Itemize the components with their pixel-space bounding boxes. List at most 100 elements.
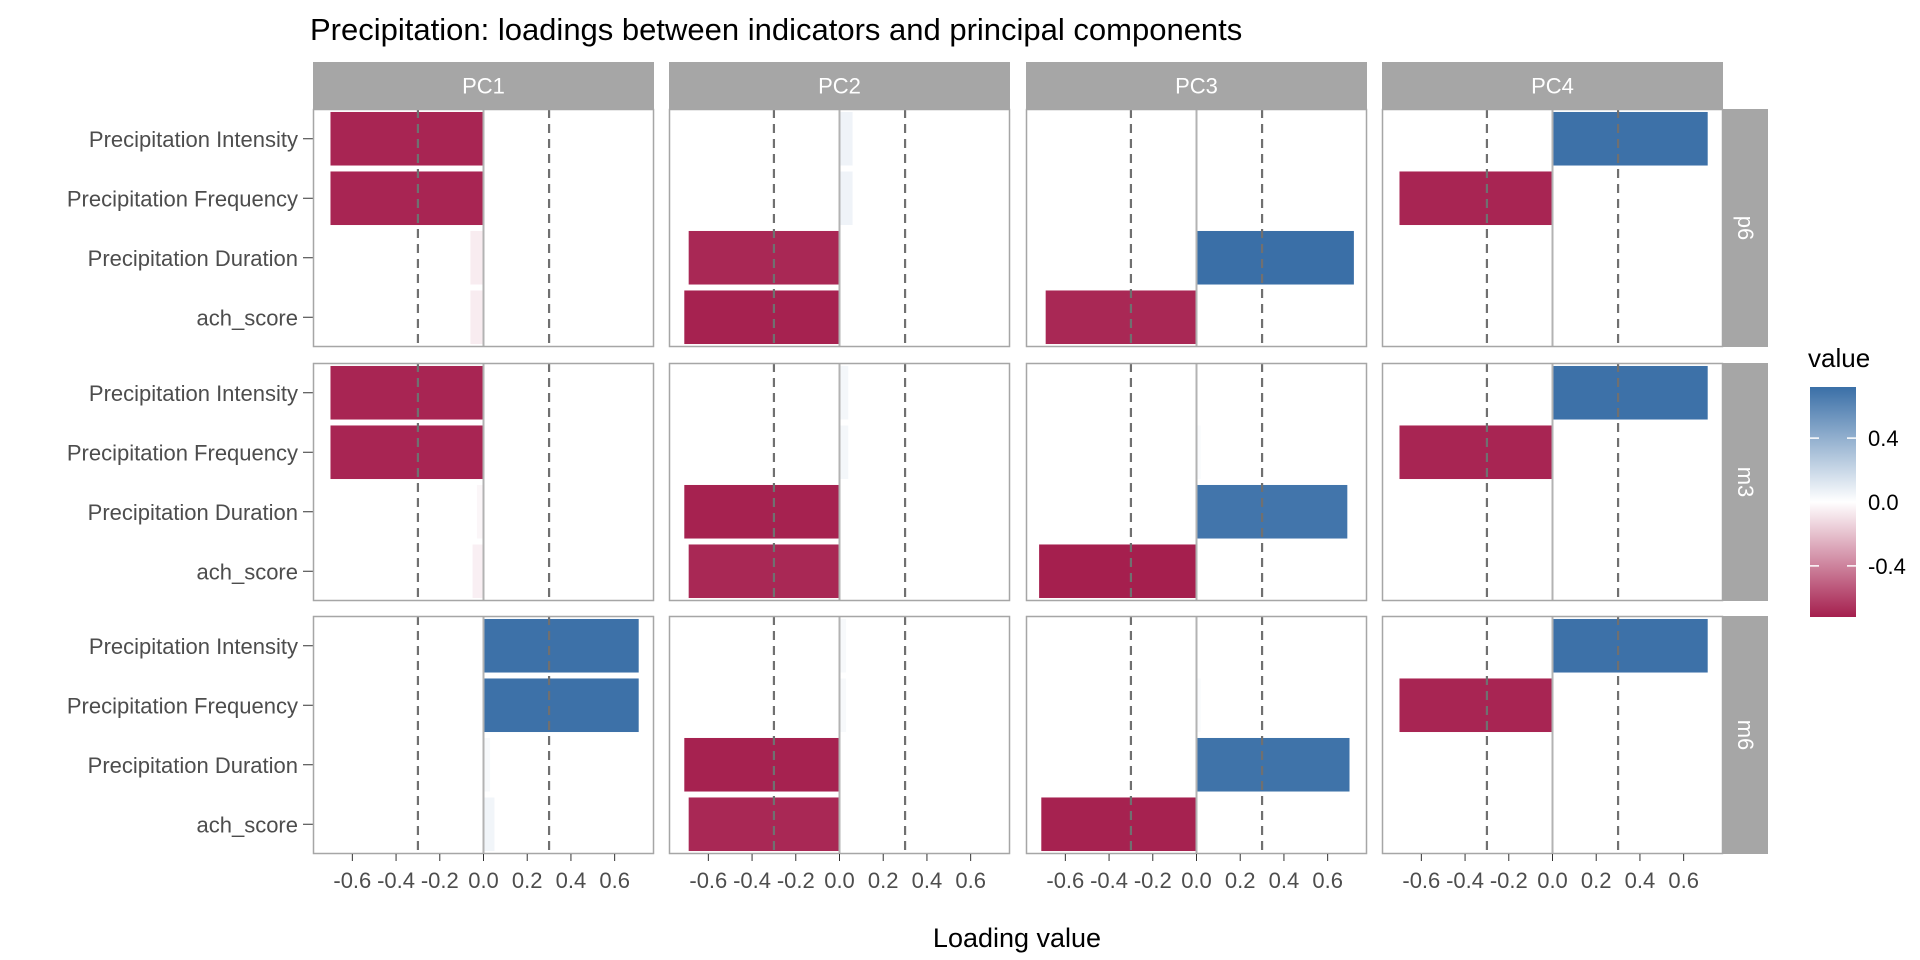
legend-title: value (1808, 343, 1870, 373)
facet-strip-label: PC3 (1175, 74, 1218, 99)
panel-p6-pc4 (1381, 108, 1724, 348)
legend-tick-label: 0.0 (1868, 490, 1899, 515)
panel-m3-pc3 (1025, 362, 1368, 602)
panel-p6-pc1 (312, 108, 655, 348)
bar (839, 618, 847, 673)
panel-m6-pc3 (1025, 615, 1368, 855)
legend-tick-label: -0.4 (1868, 554, 1906, 579)
bar (688, 797, 840, 852)
bar (1041, 797, 1197, 852)
bar (330, 171, 484, 226)
bar (1196, 678, 1201, 733)
bar (1552, 618, 1708, 673)
x-tick-label: 0.2 (1581, 868, 1612, 893)
x-tick-label: -0.4 (733, 868, 771, 893)
bar (688, 230, 840, 285)
x-tick-label: 0.2 (868, 868, 899, 893)
panel-border (1381, 108, 1724, 348)
bar (684, 737, 840, 792)
x-tick-label: -0.4 (1446, 868, 1484, 893)
chart-title: Precipitation: loadings between indicato… (310, 12, 1242, 47)
panel-border (668, 108, 1011, 348)
facet-strip-label: PC2 (818, 74, 861, 99)
bar (483, 737, 491, 792)
x-tick-label: 0.4 (556, 868, 587, 893)
panel-m6-pc4 (1381, 615, 1724, 855)
panel-m3-pc1 (312, 362, 655, 602)
x-tick-label: -0.2 (1134, 868, 1172, 893)
bar (1552, 111, 1708, 166)
x-tick-label: 0.6 (955, 868, 986, 893)
y-tick-label: Precipitation Duration (88, 246, 298, 271)
y-tick-label: ach_score (196, 812, 298, 837)
bar (1399, 171, 1553, 226)
x-tick-label: 0.4 (1625, 868, 1656, 893)
panel-p6-pc3 (1025, 108, 1368, 348)
panel-border (1025, 615, 1368, 855)
panel-border (668, 362, 1011, 602)
x-tick-label: -0.4 (1090, 868, 1128, 893)
facet-strip-label: PC1 (462, 74, 505, 99)
panel-m6-pc1 (312, 615, 655, 855)
y-tick-label: ach_score (196, 559, 298, 584)
bar (1196, 484, 1348, 539)
panel-border (668, 615, 1011, 855)
x-tick-label: -0.2 (421, 868, 459, 893)
x-tick-label: -0.2 (1490, 868, 1528, 893)
x-tick-label: 0.0 (1537, 868, 1568, 893)
bar (1399, 678, 1553, 733)
x-tick-label: -0.6 (1402, 868, 1440, 893)
x-tick-label: -0.6 (689, 868, 727, 893)
panel-border (1025, 362, 1368, 602)
bar (839, 425, 849, 480)
bar (1552, 365, 1708, 420)
y-tick-label: Precipitation Intensity (89, 381, 298, 406)
y-tick-label: Precipitation Intensity (89, 634, 298, 659)
facet-row-strip-p6 (1723, 109, 1768, 347)
bar (483, 618, 639, 673)
bar (684, 484, 840, 539)
bar (1196, 230, 1354, 285)
bar (1039, 544, 1197, 599)
y-tick-label: Precipitation Intensity (89, 127, 298, 152)
y-tick-label: Precipitation Duration (88, 500, 298, 525)
facet-row-label: m6 (1733, 720, 1758, 751)
y-tick-label: ach_score (196, 305, 298, 330)
x-tick-label: -0.6 (333, 868, 371, 893)
bar (330, 365, 484, 420)
x-tick-label: 0.4 (912, 868, 943, 893)
panel-border (312, 362, 655, 602)
facet-row-strip-m3 (1723, 363, 1768, 601)
facet-strip-pc2 (669, 62, 1010, 109)
x-tick-label: 0.0 (1181, 868, 1212, 893)
y-tick-label: Precipitation Frequency (67, 440, 298, 465)
panel-border (1381, 615, 1724, 855)
bar (1399, 425, 1553, 480)
bar (688, 544, 840, 599)
x-tick-label: 0.2 (512, 868, 543, 893)
bar (1045, 290, 1197, 345)
panel-m3-pc4 (1381, 362, 1724, 602)
panel-m6-pc2 (668, 615, 1011, 855)
x-tick-label: 0.6 (1668, 868, 1699, 893)
bar (483, 678, 639, 733)
bar (839, 171, 853, 226)
bar (330, 425, 484, 480)
bar (839, 111, 853, 166)
x-tick-label: -0.6 (1046, 868, 1084, 893)
facet-strip-pc3 (1026, 62, 1367, 109)
panel-border (1381, 362, 1724, 602)
x-tick-label: 0.0 (468, 868, 499, 893)
bar (684, 290, 840, 345)
facet-strip-pc1 (313, 62, 654, 109)
bar (470, 230, 484, 285)
x-tick-label: 0.4 (1269, 868, 1300, 893)
bar (839, 678, 847, 733)
x-tick-label: -0.2 (777, 868, 815, 893)
panel-border (1025, 108, 1368, 348)
color-legend: value 0.4 0.0 -0.4 (1808, 343, 1906, 617)
x-tick-label: 0.0 (824, 868, 855, 893)
x-tick-label: 0.6 (599, 868, 630, 893)
panel-m3-pc2 (668, 362, 1011, 602)
